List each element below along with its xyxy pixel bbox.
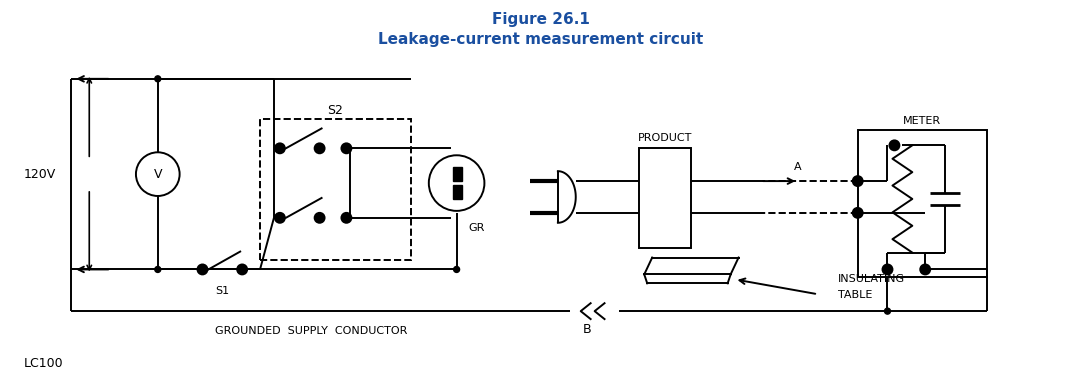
Bar (452, 185, 462, 199)
Text: S1: S1 (215, 286, 229, 296)
Circle shape (342, 213, 352, 223)
Circle shape (883, 264, 893, 274)
Circle shape (275, 213, 285, 223)
Text: S2: S2 (328, 104, 343, 117)
Text: GR: GR (469, 223, 485, 233)
Circle shape (889, 141, 899, 150)
Text: METER: METER (903, 115, 941, 125)
Circle shape (853, 208, 862, 218)
Text: B: B (582, 323, 591, 335)
Text: TABLE: TABLE (837, 290, 872, 300)
Text: GROUNDED  SUPPLY  CONDUCTOR: GROUNDED SUPPLY CONDUCTOR (215, 326, 408, 336)
Bar (858, 130, 987, 278)
Circle shape (315, 143, 325, 153)
Circle shape (921, 264, 931, 274)
Text: PRODUCT: PRODUCT (638, 134, 692, 143)
Circle shape (884, 308, 890, 314)
Circle shape (237, 264, 247, 274)
Circle shape (853, 176, 862, 186)
Bar (452, 167, 462, 181)
Circle shape (342, 143, 352, 153)
Text: INSULATING: INSULATING (837, 274, 905, 284)
Text: 120V: 120V (24, 168, 55, 181)
Circle shape (155, 76, 161, 82)
Bar (260, 119, 411, 259)
Text: Figure 26.1: Figure 26.1 (492, 12, 590, 27)
Text: LC100: LC100 (24, 357, 64, 370)
Text: Leakage-current measurement circuit: Leakage-current measurement circuit (379, 32, 703, 47)
Circle shape (275, 143, 285, 153)
Circle shape (155, 266, 161, 273)
Circle shape (315, 213, 325, 223)
Circle shape (198, 264, 208, 274)
Text: V: V (154, 168, 162, 181)
Circle shape (453, 266, 460, 273)
Text: A: A (794, 162, 802, 172)
Bar (639, 148, 691, 247)
